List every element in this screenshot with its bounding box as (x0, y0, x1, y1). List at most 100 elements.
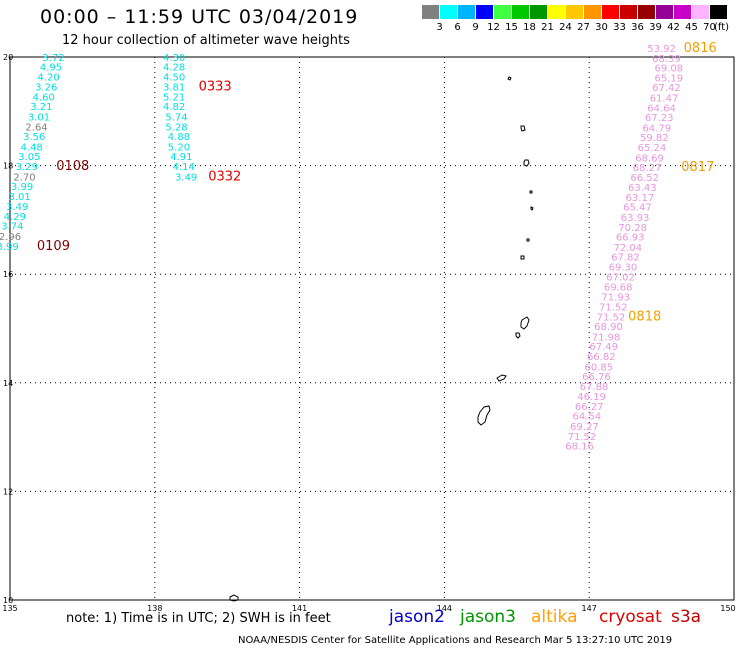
wave-height-value: 69.68 (604, 282, 633, 293)
pass-time-label: 0817 (681, 160, 714, 175)
wave-height-value: 4.88 (168, 132, 190, 143)
wave-height-value: 4.48 (21, 142, 43, 153)
wave-height-value: 3.72 (42, 53, 64, 64)
pass-time-label: 0816 (684, 41, 717, 56)
wave-height-value: 4.30 (163, 53, 185, 64)
scale-swatch (692, 5, 709, 19)
pass-time-label: 0332 (208, 169, 241, 184)
scale-label: 18 (523, 22, 536, 33)
lon-tick-label: 150 (720, 604, 735, 613)
scale-label: 9 (472, 22, 479, 33)
wave-height-value: 4.29 (4, 212, 26, 223)
wave-height-value: 71.52 (568, 432, 597, 443)
wave-height-value: 2.64 (25, 122, 47, 133)
island-outline (507, 76, 512, 81)
island-outline (520, 255, 525, 260)
scale-label: 70 (703, 22, 716, 33)
wave-height-value: 69.30 (609, 262, 638, 273)
lat-tick-label: 10 (3, 596, 13, 605)
wave-height-value: 2.70 (13, 172, 35, 183)
island-outline (526, 238, 530, 242)
wave-height-value: 68.27 (633, 163, 662, 174)
island-outline (229, 594, 239, 602)
wave-height-value: 3.21 (30, 102, 52, 113)
lat-tick-label: 20 (3, 53, 13, 62)
scale-label: 42 (667, 22, 680, 33)
map-frame (9, 56, 735, 601)
map-subtitle: 12 hour collection of altimeter wave hei… (62, 33, 350, 48)
wave-height-value: 71.98 (592, 332, 621, 343)
wave-height-value: 3.26 (35, 83, 57, 94)
lat-tick-label: 14 (3, 379, 13, 388)
wave-height-value: 60.85 (585, 362, 614, 373)
island-outline (496, 374, 507, 382)
pass-time-label: 0818 (628, 309, 661, 324)
credit-line: NOAA/NESDIS Center for Satellite Applica… (238, 635, 673, 646)
wave-height-value: 67.42 (652, 83, 681, 94)
wave-height-value: 46.19 (577, 392, 606, 403)
wave-height-value: 71.93 (601, 292, 630, 303)
lon-tick-label: 147 (582, 604, 597, 613)
wave-height-value: 66.27 (575, 402, 604, 413)
scale-swatch (620, 5, 637, 19)
pass-time-label: 0333 (199, 80, 232, 95)
wave-height-value: 66.82 (587, 352, 616, 363)
lat-tick-label: 12 (3, 487, 13, 496)
wave-height-value: 67.88 (580, 382, 609, 393)
lat-tick-label: 16 (3, 270, 13, 279)
scale-label: 39 (649, 22, 662, 33)
wave-height-value: 4.20 (37, 72, 59, 83)
wave-height-value: 71.52 (597, 312, 626, 323)
island-outline (520, 125, 526, 132)
wave-height-value: 63.93 (621, 213, 650, 224)
island-outline (520, 316, 530, 330)
scale-swatch (656, 5, 673, 19)
units-note: note: 1) Time is in UTC; 2) SWH is in fe… (66, 611, 331, 626)
scale-swatch (494, 5, 511, 19)
wave-height-value: 59.82 (640, 133, 669, 144)
map-title: 00:00 – 11:59 UTC 03/04/2019 (40, 6, 359, 28)
wave-height-value: 69.08 (655, 64, 684, 75)
scale-unit: (ft) (714, 22, 730, 33)
scale-label: 33 (613, 22, 626, 33)
wave-height-value: 3.01 (28, 113, 50, 124)
satellite-jason2: jason2 (389, 607, 445, 627)
wave-height-value: 66.93 (616, 233, 645, 244)
scale-swatch (710, 5, 727, 19)
lon-tick-label: 138 (147, 604, 162, 613)
wave-height-value: 4.28 (163, 63, 185, 74)
wave-height-value: 65.19 (655, 73, 684, 84)
wave-height-value: 65.47 (623, 203, 652, 214)
scale-swatch (476, 5, 493, 19)
wave-height-value: 3.74 (1, 222, 23, 233)
wave-height-value: 3.01 (9, 192, 31, 203)
wave-height-value: 67.49 (589, 342, 618, 353)
wave-height-value: 64.79 (642, 123, 671, 134)
pass-time-label: 0108 (56, 159, 89, 174)
scale-label: 27 (577, 22, 590, 33)
wave-height-value: 5.74 (165, 113, 187, 124)
scale-label: 6 (454, 22, 461, 33)
lon-tick-label: 141 (292, 604, 307, 613)
wave-height-value: 4.14 (173, 162, 195, 173)
wave-height-value: 61.47 (650, 94, 679, 105)
wave-height-value: 3.99 (0, 242, 19, 253)
scale-label: 30 (595, 22, 608, 33)
wave-height-value: 68.16 (565, 442, 594, 453)
island-outline (523, 159, 530, 167)
scale-swatch (440, 5, 457, 19)
wave-height-value: 4.60 (33, 92, 55, 103)
scale-label: 45 (685, 22, 698, 33)
wave-height-value: 4.50 (163, 72, 185, 83)
wave-height-value: 4.82 (163, 102, 185, 113)
wave-height-value: 63.43 (628, 183, 657, 194)
wave-height-value: 3.05 (18, 152, 40, 163)
wave-height-value: 66.76 (582, 372, 611, 383)
wave-height-value: 68.90 (594, 322, 623, 333)
satellite-altika: altika (531, 607, 578, 627)
pass-time-label: 0109 (37, 239, 70, 254)
satellite-s3a: s3a (671, 607, 702, 627)
scale-label: 21 (541, 22, 554, 33)
wave-height-value: 2.96 (0, 232, 21, 243)
wave-height-value: 3.56 (23, 132, 45, 143)
